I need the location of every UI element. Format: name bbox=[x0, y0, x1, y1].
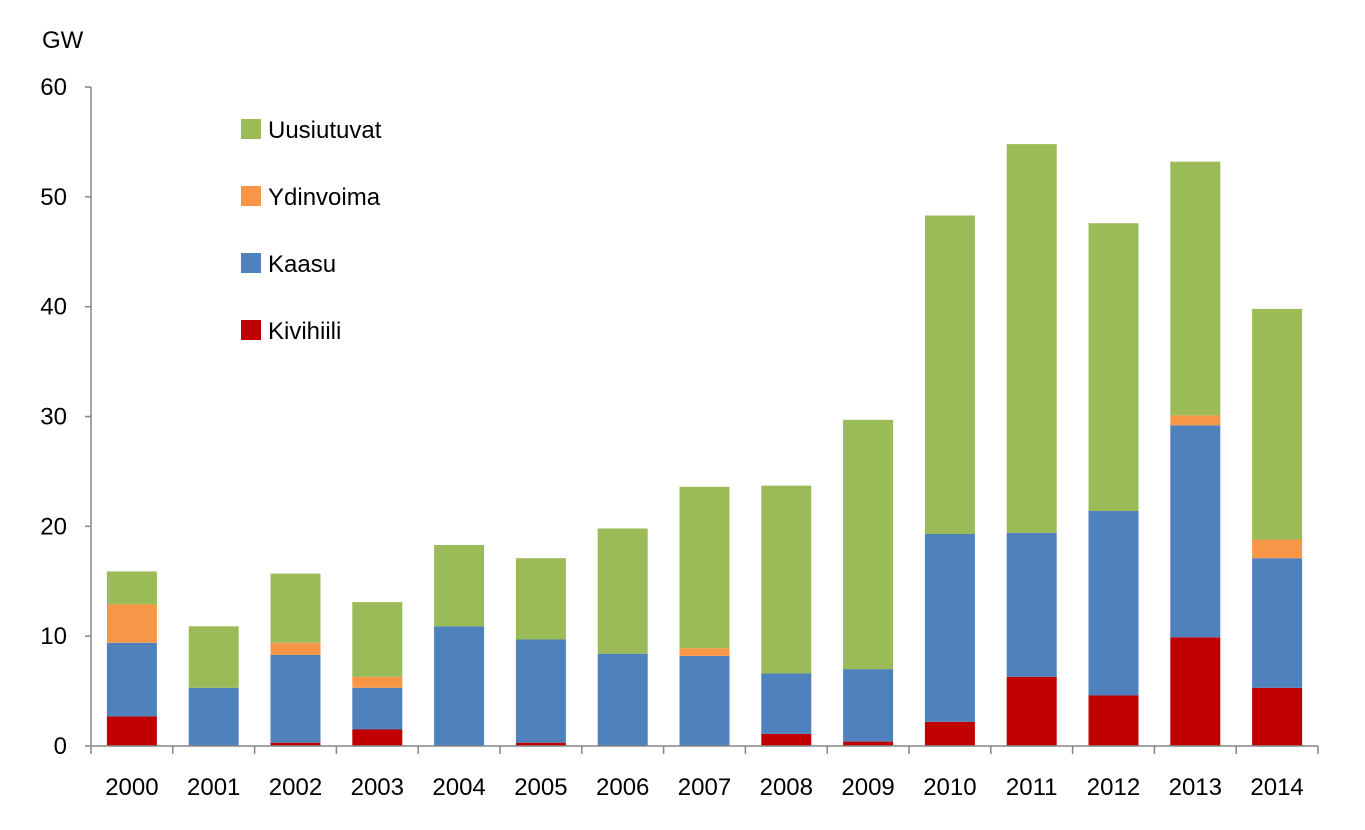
legend-swatch-kaasu bbox=[241, 253, 261, 273]
y-tick-label-10: 10 bbox=[40, 623, 67, 650]
legend-label-kaasu: Kaasu bbox=[268, 251, 336, 278]
bar-kaasu-2007 bbox=[679, 655, 730, 746]
bar-ydinvoima-2000 bbox=[106, 604, 157, 643]
bar-kaasu-2012 bbox=[1088, 511, 1139, 696]
bar-ydinvoima-2013 bbox=[1170, 415, 1221, 426]
bar-kivihiili-2011 bbox=[1006, 676, 1057, 746]
legend-swatch-kivihiili bbox=[241, 320, 261, 340]
bar-kaasu-2010 bbox=[924, 534, 975, 722]
bar-kaasu-2003 bbox=[352, 687, 403, 730]
legend-swatch-uusiutuvat bbox=[241, 119, 261, 139]
legend: Uusiutuvat Ydinvoima Kaasu Kivihiili bbox=[241, 117, 382, 345]
x-tick-label-2006: 2006 bbox=[596, 774, 649, 801]
bar-uusiutuvat-2005 bbox=[515, 558, 566, 640]
bar-kivihiili-2009 bbox=[843, 741, 894, 746]
bar-kivihiili-2012 bbox=[1088, 695, 1139, 746]
bar-uusiutuvat-2008 bbox=[761, 485, 812, 674]
x-tick-label-2013: 2013 bbox=[1169, 774, 1222, 801]
bar-uusiutuvat-2003 bbox=[352, 602, 403, 677]
bar-kivihiili-2002 bbox=[270, 742, 321, 746]
bar-uusiutuvat-2007 bbox=[679, 486, 730, 649]
bar-ydinvoima-2003 bbox=[352, 676, 403, 688]
y-tick-label-30: 30 bbox=[40, 404, 67, 431]
bar-kaasu-2005 bbox=[515, 639, 566, 743]
bar-kaasu-2011 bbox=[1006, 532, 1057, 677]
y-tick-label-20: 20 bbox=[40, 513, 67, 540]
bar-uusiutuvat-2001 bbox=[188, 626, 239, 688]
bar-kivihiili-2005 bbox=[515, 742, 566, 746]
legend-label-uusiutuvat: Uusiutuvat bbox=[268, 117, 382, 144]
bar-uusiutuvat-2014 bbox=[1252, 308, 1303, 540]
bar-kaasu-2000 bbox=[106, 642, 157, 717]
x-tick-label-2000: 2000 bbox=[105, 774, 158, 801]
bar-uusiutuvat-2010 bbox=[924, 215, 975, 534]
x-tick-label-2007: 2007 bbox=[678, 774, 731, 801]
y-tick-label-60: 60 bbox=[40, 74, 67, 101]
bar-kaasu-2013 bbox=[1170, 425, 1221, 638]
bar-uusiutuvat-2006 bbox=[597, 528, 648, 654]
bar-kaasu-2001 bbox=[188, 687, 239, 746]
bar-kivihiili-2013 bbox=[1170, 637, 1221, 746]
x-tick-label-2001: 2001 bbox=[187, 774, 240, 801]
axes-layer: 0 10 20 30 40 50 60 2000 2001 2002 2003 2004 2005 200… bbox=[40, 74, 1319, 801]
bar-ydinvoima-2007 bbox=[679, 648, 730, 656]
bar-kaasu-2009 bbox=[843, 669, 894, 742]
x-tick-label-2002: 2002 bbox=[269, 774, 322, 801]
y-tick-label-50: 50 bbox=[40, 184, 67, 211]
bar-kivihiili-2000 bbox=[106, 716, 157, 746]
x-tick-label-2009: 2009 bbox=[841, 774, 894, 801]
x-tick-label-2008: 2008 bbox=[760, 774, 813, 801]
x-tick-label-2005: 2005 bbox=[514, 774, 567, 801]
x-tick-label-2004: 2004 bbox=[432, 774, 485, 801]
bar-uusiutuvat-2011 bbox=[1006, 144, 1057, 533]
bar-kaasu-2008 bbox=[761, 673, 812, 734]
bar-kivihiili-2008 bbox=[761, 733, 812, 746]
y-axis-unit-label: GW bbox=[42, 27, 84, 54]
bar-uusiutuvat-2009 bbox=[843, 419, 894, 670]
bar-kivihiili-2010 bbox=[924, 721, 975, 746]
legend-label-ydinvoima: Ydinvoima bbox=[268, 184, 381, 211]
legend-swatch-ydinvoima bbox=[241, 186, 261, 206]
bar-kaasu-2004 bbox=[434, 626, 485, 746]
bar-uusiutuvat-2004 bbox=[434, 545, 485, 627]
bar-kaasu-2002 bbox=[270, 654, 321, 743]
x-tick-label-2012: 2012 bbox=[1087, 774, 1140, 801]
bar-ydinvoima-2002 bbox=[270, 642, 321, 655]
y-tick-label-0: 0 bbox=[54, 733, 67, 760]
x-tick-label-2003: 2003 bbox=[351, 774, 404, 801]
bar-uusiutuvat-2000 bbox=[106, 571, 157, 605]
x-tick-label-2010: 2010 bbox=[923, 774, 976, 801]
bar-kivihiili-2003 bbox=[352, 729, 403, 746]
bar-uusiutuvat-2013 bbox=[1170, 161, 1221, 416]
bar-uusiutuvat-2002 bbox=[270, 573, 321, 643]
bars-layer bbox=[106, 144, 1303, 746]
x-tick-label-2014: 2014 bbox=[1250, 774, 1303, 801]
y-tick-label-40: 40 bbox=[40, 294, 67, 321]
legend-label-kivihiili: Kivihiili bbox=[268, 318, 341, 345]
bar-kaasu-2006 bbox=[597, 653, 648, 746]
bar-kaasu-2014 bbox=[1252, 558, 1303, 688]
bar-ydinvoima-2014 bbox=[1252, 539, 1303, 559]
bar-kivihiili-2014 bbox=[1252, 687, 1303, 746]
x-tick-label-2011: 2011 bbox=[1006, 774, 1058, 801]
bar-uusiutuvat-2012 bbox=[1088, 223, 1139, 511]
